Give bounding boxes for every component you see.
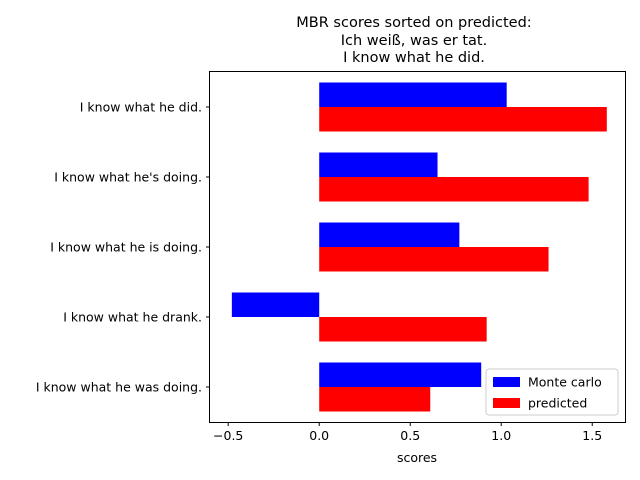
x-tick-label: 0.0 — [309, 428, 329, 443]
x-tick-label: −0.5 — [213, 428, 243, 443]
bar-predicted-2 — [319, 247, 549, 272]
y-tick-label: I know what he did. — [80, 100, 202, 115]
bar-monte-carlo-1 — [319, 152, 438, 177]
legend-label: predicted — [528, 396, 587, 411]
y-tick-label: I know what he drank. — [63, 310, 202, 325]
bars-layer — [231, 82, 607, 412]
y-tick-label: I know what he was doing. — [36, 380, 202, 395]
legend: Monte carlo predicted — [485, 368, 619, 416]
legend-swatch — [493, 377, 520, 387]
bar-predicted-4 — [319, 387, 431, 412]
x-tick-label: 0.5 — [400, 428, 420, 443]
x-tick-label: 1.0 — [491, 428, 511, 443]
y-tick-label: I know what he's doing. — [54, 170, 202, 185]
chart-title: MBR scores sorted on predicted: Ich weiß… — [296, 15, 531, 66]
bar-predicted-1 — [319, 177, 589, 202]
chart-title-line-1: MBR scores sorted on predicted: — [296, 15, 531, 31]
bar-monte-carlo-0 — [319, 82, 507, 107]
bar-monte-carlo-3 — [231, 292, 320, 317]
bar-monte-carlo-2 — [319, 222, 460, 247]
x-tick-label: 1.5 — [582, 428, 602, 443]
legend-label: Monte carlo — [528, 375, 602, 390]
y-tick-label: I know what he is doing. — [50, 240, 202, 255]
legend-swatch — [493, 398, 520, 408]
bar-monte-carlo-4 — [319, 362, 482, 387]
y-axis: I know what he did. I know what he's doin… — [36, 100, 210, 395]
x-axis-label: scores — [397, 450, 437, 465]
chart-title-line-2: Ich weiß, was er tat. — [341, 33, 487, 49]
bar-predicted-3 — [319, 317, 487, 342]
x-axis: −0.5 0.0 0.5 1.0 1.5 — [213, 422, 602, 443]
chart-title-line-3: I know what he did. — [343, 50, 485, 66]
bar-predicted-0 — [319, 107, 607, 132]
